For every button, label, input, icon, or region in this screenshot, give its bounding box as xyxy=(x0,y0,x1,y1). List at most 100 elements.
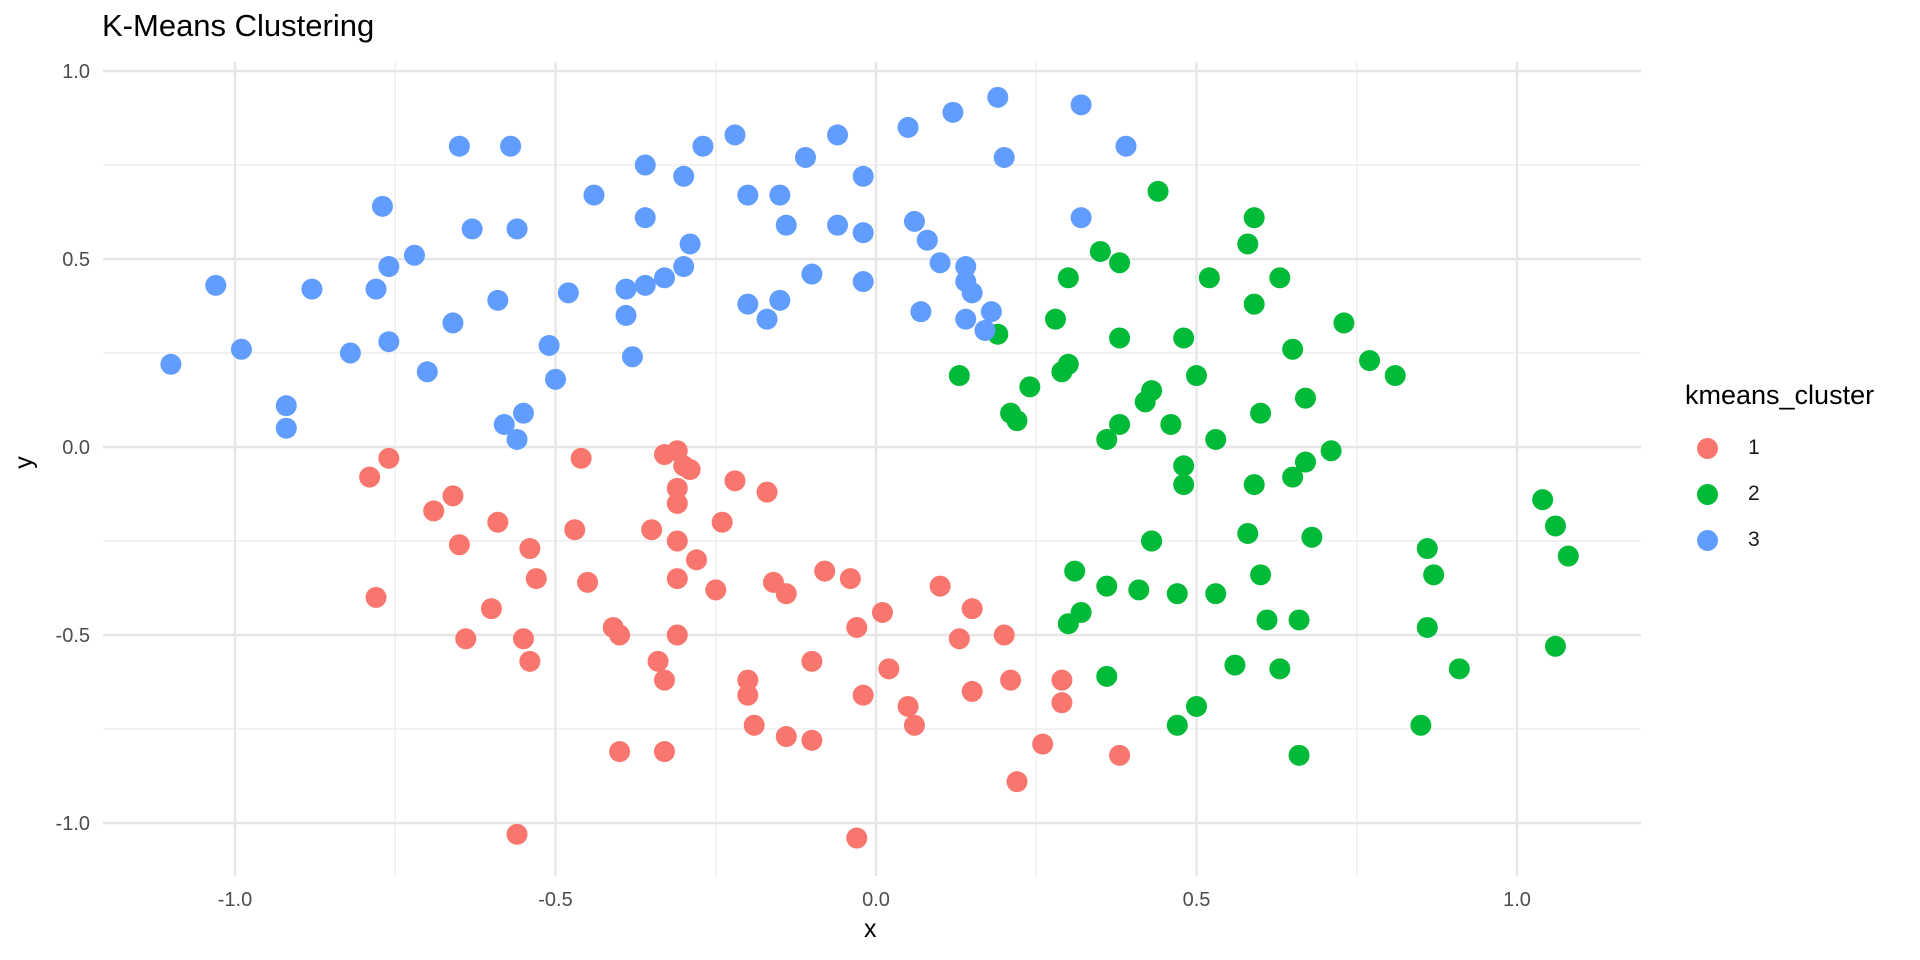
data-point-cluster-1 xyxy=(1051,669,1073,691)
data-point-cluster-3 xyxy=(416,361,438,383)
data-point-cluster-1 xyxy=(1000,669,1022,691)
data-point-cluster-2 xyxy=(1282,466,1304,488)
data-point-cluster-2 xyxy=(1147,180,1169,202)
data-point-cluster-3 xyxy=(929,252,951,274)
data-point-cluster-2 xyxy=(1410,714,1432,736)
data-point-cluster-1 xyxy=(487,511,509,533)
data-point-cluster-1 xyxy=(666,568,688,590)
data-point-cluster-3 xyxy=(506,218,528,240)
data-point-cluster-2 xyxy=(1205,428,1227,450)
data-point-cluster-2 xyxy=(1186,695,1207,717)
x-tick-label: 0.0 xyxy=(862,889,890,911)
data-point-cluster-2 xyxy=(1096,665,1118,687)
data-point-cluster-3 xyxy=(621,346,643,368)
data-point-cluster-3 xyxy=(673,165,695,187)
data-point-cluster-1 xyxy=(442,485,464,507)
data-point-cluster-2 xyxy=(1333,312,1355,334)
x-axis-ticks: -1.0 -0.5 0.0 0.5 1.0 xyxy=(218,889,1531,911)
legend-title: kmeans_cluster xyxy=(1685,380,1875,410)
data-point-cluster-3 xyxy=(1070,94,1092,116)
data-point-cluster-2 xyxy=(1256,609,1278,631)
data-point-cluster-1 xyxy=(801,650,823,672)
data-point-cluster-1 xyxy=(564,519,586,541)
y-tick-label: -1.0 xyxy=(56,813,90,835)
data-point-cluster-2 xyxy=(1243,207,1265,229)
data-point-cluster-3 xyxy=(500,135,522,157)
data-point-cluster-3 xyxy=(794,146,816,168)
data-point-cluster-3 xyxy=(980,301,1002,323)
data-point-cluster-1 xyxy=(666,477,688,499)
data-point-cluster-3 xyxy=(371,195,393,217)
data-point-cluster-2 xyxy=(1057,353,1079,375)
data-point-cluster-1 xyxy=(801,729,823,751)
data-point-cluster-1 xyxy=(878,658,900,680)
data-point-cluster-3 xyxy=(448,135,470,157)
data-point-cluster-3 xyxy=(545,368,566,390)
data-point-cluster-3 xyxy=(275,395,297,417)
data-point-cluster-1 xyxy=(512,628,534,650)
data-point-cluster-1 xyxy=(519,538,541,560)
data-point-cluster-2 xyxy=(1544,515,1566,537)
y-axis-title: y xyxy=(9,456,38,469)
data-point-cluster-1 xyxy=(948,628,970,650)
data-point-cluster-3 xyxy=(378,256,400,278)
data-point-cluster-3 xyxy=(910,301,932,323)
y-tick-label: 1.0 xyxy=(62,61,90,83)
x-tick-label: 1.0 xyxy=(1503,889,1531,911)
data-point-cluster-2 xyxy=(1294,387,1316,409)
data-point-cluster-1 xyxy=(756,481,778,503)
data-point-cluster-2 xyxy=(1166,714,1188,736)
data-point-cluster-1 xyxy=(609,741,631,763)
data-point-cluster-1 xyxy=(666,624,688,646)
y-axis-ticks: -1.0 -0.5 0.0 0.5 1.0 xyxy=(56,61,90,835)
data-point-cluster-3 xyxy=(615,278,637,300)
data-point-cluster-1 xyxy=(705,579,727,601)
data-point-cluster-1 xyxy=(775,726,797,748)
data-point-cluster-3 xyxy=(538,334,560,356)
data-point-cluster-3 xyxy=(442,312,464,334)
data-point-cluster-3 xyxy=(775,214,797,236)
data-point-cluster-3 xyxy=(756,308,778,330)
data-point-cluster-3 xyxy=(634,154,656,176)
data-point-cluster-2 xyxy=(1288,744,1310,766)
data-point-cluster-2 xyxy=(1544,635,1566,657)
data-point-cluster-1 xyxy=(897,695,919,717)
data-point-cluster-2 xyxy=(1044,308,1066,330)
data-point-cluster-1 xyxy=(641,519,663,541)
data-point-cluster-1 xyxy=(423,500,445,522)
data-point-cluster-3 xyxy=(1115,135,1137,157)
legend-label: 3 xyxy=(1748,528,1760,551)
data-point-cluster-2 xyxy=(1006,410,1028,432)
data-point-cluster-3 xyxy=(301,278,323,300)
data-point-cluster-1 xyxy=(743,714,765,736)
data-point-cluster-2 xyxy=(1096,575,1118,597)
data-point-cluster-3 xyxy=(827,124,849,146)
data-point-cluster-3 xyxy=(1070,207,1092,229)
legend-item-3: 3 xyxy=(1685,517,1874,563)
data-point-cluster-3 xyxy=(493,413,515,435)
data-point-cluster-3 xyxy=(769,184,791,206)
x-tick-label: -0.5 xyxy=(538,889,572,911)
data-point-cluster-2 xyxy=(1250,564,1272,586)
data-point-cluster-3 xyxy=(955,308,977,330)
data-points xyxy=(160,86,1579,849)
data-point-cluster-2 xyxy=(1057,267,1079,289)
data-point-cluster-1 xyxy=(653,669,675,691)
data-point-cluster-1 xyxy=(961,598,983,620)
data-point-cluster-2 xyxy=(1186,365,1207,387)
data-point-cluster-2 xyxy=(1320,440,1342,462)
data-point-cluster-3 xyxy=(512,402,534,424)
data-point-cluster-2 xyxy=(1416,538,1438,560)
data-point-cluster-3 xyxy=(737,184,759,206)
data-point-cluster-3 xyxy=(916,229,938,251)
data-point-cluster-1 xyxy=(519,650,541,672)
data-point-cluster-1 xyxy=(448,534,470,556)
data-point-cluster-2 xyxy=(1173,327,1195,349)
data-point-cluster-3 xyxy=(724,124,746,146)
data-point-cluster-2 xyxy=(1243,293,1265,315)
data-point-cluster-1 xyxy=(506,823,528,845)
data-point-cluster-2 xyxy=(1237,522,1259,544)
data-point-cluster-1 xyxy=(1051,692,1073,714)
data-point-cluster-2 xyxy=(1359,350,1381,372)
data-point-cluster-3 xyxy=(365,278,387,300)
